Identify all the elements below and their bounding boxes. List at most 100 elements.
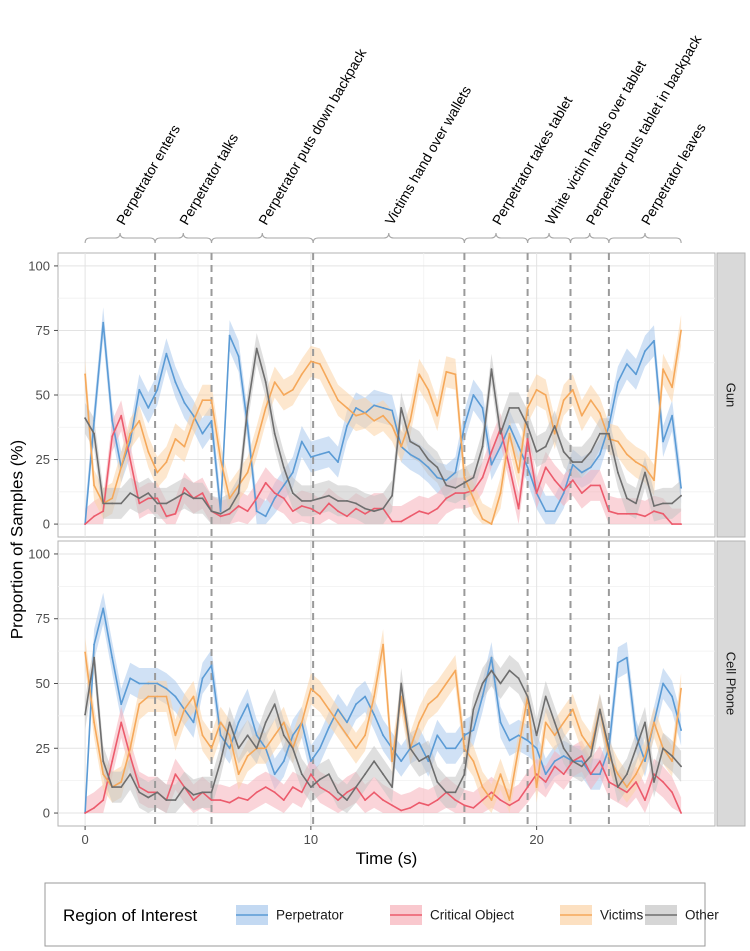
data-point-perpetrator: [662, 440, 664, 443]
data-point-victims: [219, 721, 222, 724]
data-point-perpetrator: [120, 703, 123, 706]
data-point-other: [120, 502, 123, 505]
data-point-other: [589, 755, 592, 757]
data-point-critical-object: [364, 799, 366, 801]
data-point-perpetrator: [300, 440, 303, 443]
event-brace: [210, 232, 314, 244]
data-point-other: [427, 755, 430, 757]
data-point-perpetrator: [219, 734, 222, 737]
data-point-other: [192, 497, 195, 500]
data-point-perpetrator: [382, 734, 384, 737]
data-point-other: [626, 497, 628, 500]
data-point-victims: [102, 773, 105, 776]
data-point-other: [210, 791, 213, 794]
data-point-victims: [445, 682, 448, 685]
data-point-perpetrator: [291, 734, 294, 737]
y-tick-label: 75: [36, 611, 50, 626]
data-point-victims: [671, 386, 673, 389]
data-point-other: [635, 747, 637, 750]
legend-label-critical-object: Critical Object: [430, 908, 514, 923]
data-point-perpetrator: [472, 394, 475, 396]
data-point-other: [544, 695, 547, 698]
data-point-victims: [355, 414, 357, 417]
data-point-critical-object: [671, 791, 673, 794]
data-point-other: [310, 786, 312, 788]
x-tick-label: 0: [81, 832, 88, 847]
data-point-other: [183, 492, 186, 494]
data-point-perpetrator: [580, 760, 583, 763]
legend: Region of Interest Perpetrator Critical Ob…: [44, 882, 719, 947]
y-tick-label: 0: [43, 517, 50, 532]
axes: 0 10 20 Time (s) Proportion of Samples (%): [8, 440, 544, 868]
data-point-victims: [580, 734, 583, 737]
data-point-other: [111, 786, 114, 788]
data-point-perpetrator: [508, 425, 511, 427]
data-point-other: [147, 796, 150, 799]
data-point-other: [138, 497, 141, 500]
data-point-victims: [580, 414, 583, 417]
data-point-other: [436, 781, 439, 783]
data-point-critical-object: [120, 721, 123, 724]
data-point-perpetrator: [544, 510, 547, 513]
data-point-other: [653, 781, 655, 783]
data-point-victims: [617, 440, 619, 443]
data-point-victims: [571, 388, 574, 391]
data-point-perpetrator: [201, 432, 204, 435]
data-point-critical-object: [237, 796, 240, 799]
data-point-victims: [228, 734, 231, 737]
data-point-other: [454, 487, 457, 489]
data-point-critical-object: [427, 804, 430, 807]
data-point-perpetrator: [599, 453, 601, 456]
data-point-perpetrator: [418, 742, 421, 744]
data-point-victims: [192, 695, 195, 698]
data-point-perpetrator: [337, 708, 339, 711]
data-point-perpetrator: [364, 695, 366, 698]
data-point-critical-object: [490, 450, 493, 453]
data-point-other: [580, 765, 583, 768]
data-point-other: [382, 507, 384, 510]
data-point-perpetrator: [129, 677, 132, 680]
data-point-victims: [138, 703, 141, 706]
data-point-critical-object: [373, 507, 375, 510]
data-point-critical-object: [346, 791, 348, 794]
data-point-victims: [300, 373, 303, 376]
data-point-victims: [355, 747, 357, 750]
data-point-critical-object: [427, 512, 430, 515]
data-point-victims: [472, 497, 475, 500]
data-point-other: [355, 786, 357, 788]
data-point-other: [617, 786, 619, 788]
data-point-other: [129, 773, 132, 776]
data-point-other: [138, 791, 141, 794]
data-point-critical-object: [418, 801, 421, 804]
data-point-perpetrator: [617, 381, 619, 383]
data-point-critical-object: [84, 812, 86, 814]
data-point-critical-object: [264, 786, 267, 788]
data-point-victims: [273, 381, 276, 383]
data-point-perpetrator: [562, 755, 565, 757]
data-point-perpetrator: [427, 760, 430, 763]
data-point-perpetrator: [391, 409, 393, 412]
event-brace: [463, 232, 529, 244]
data-point-perpetrator: [237, 721, 240, 724]
data-point-other: [571, 760, 574, 763]
data-point-critical-object: [445, 497, 448, 500]
data-point-perpetrator: [255, 734, 258, 737]
data-point-other: [237, 492, 240, 494]
data-point-perpetrator: [282, 760, 285, 763]
data-point-other: [346, 500, 348, 502]
band-other: [85, 333, 682, 525]
facet-strip-label: Gun: [724, 383, 739, 408]
y-axis-title: Proportion of Samples (%): [8, 440, 27, 639]
data-point-perpetrator: [102, 607, 105, 610]
data-point-critical-object: [608, 781, 610, 783]
data-point-other: [282, 734, 285, 737]
data-point-critical-object: [219, 515, 222, 518]
data-point-perpetrator: [481, 695, 484, 698]
data-point-victims: [562, 399, 565, 402]
data-point-other: [174, 497, 177, 500]
event-label: Perpetrator enters: [113, 122, 183, 228]
data-point-victims: [255, 440, 258, 443]
data-point-victims: [310, 687, 312, 690]
data-point-perpetrator: [310, 760, 312, 763]
data-point-other: [680, 765, 682, 768]
